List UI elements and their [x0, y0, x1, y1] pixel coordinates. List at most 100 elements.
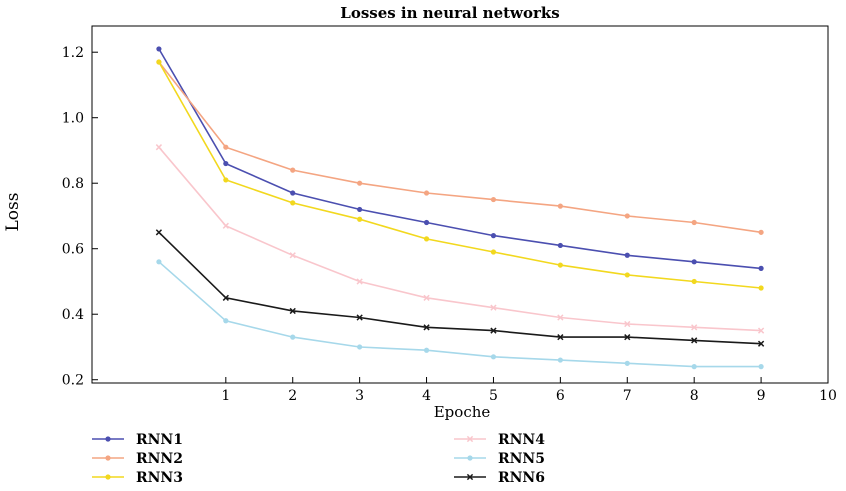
data-point [357, 206, 363, 213]
legend-label: RNN4 [498, 432, 545, 448]
data-point [557, 262, 563, 268]
x-tick-label: 8 [690, 388, 699, 404]
data-point [691, 324, 698, 331]
data-point [490, 249, 497, 255]
series-line-rnn5 [158, 261, 762, 368]
series-rnn6 [155, 229, 765, 347]
legend-label: RNN1 [136, 432, 183, 448]
data-point [557, 242, 563, 249]
data-point [356, 314, 363, 321]
data-point [289, 252, 296, 259]
data-point [357, 216, 363, 222]
y-tick-label: 0.4 [62, 307, 84, 323]
legend-item-rnn1: RNN1 [92, 432, 183, 448]
x-axis-label: Epoche [434, 403, 491, 421]
data-point [758, 285, 764, 291]
data-point [624, 360, 630, 366]
data-point [423, 324, 430, 331]
series-line-rnn1 [158, 48, 762, 270]
data-point [156, 59, 162, 65]
series-rnn5 [156, 259, 764, 370]
data-point [155, 144, 163, 151]
data-point [624, 213, 630, 219]
data-point [691, 278, 697, 285]
x-axis: 1 2 3 4 5 6 7 8 9 10 [221, 377, 837, 404]
series-line-rnn4 [158, 146, 762, 332]
x-tick-label: 7 [623, 388, 632, 404]
data-point [223, 160, 229, 167]
legend-swatch-marker [105, 455, 111, 461]
data-point [691, 219, 697, 226]
data-point [290, 167, 296, 173]
x-tick-label: 1 [221, 388, 230, 404]
y-tick-label: 0.6 [62, 242, 84, 258]
y-axis-label: Loss [3, 193, 23, 232]
data-point [490, 327, 497, 334]
legend-item-rnn3: RNN3 [92, 470, 183, 486]
y-tick-label: 1.0 [62, 111, 84, 127]
data-point [357, 180, 363, 186]
data-point [557, 314, 564, 321]
x-tick-label: 6 [556, 388, 565, 404]
data-point [289, 307, 296, 315]
data-point [557, 334, 564, 341]
y-tick-label: 1.2 [62, 45, 84, 61]
series-rnn1 [156, 46, 764, 271]
y-tick-label: 0.8 [62, 176, 84, 192]
legend-item-rnn6: RNN6 [454, 470, 545, 486]
x-tick-label: 5 [489, 388, 498, 404]
data-point [557, 203, 563, 209]
data-point [691, 259, 697, 265]
data-point [223, 144, 229, 150]
data-point [624, 334, 631, 341]
data-point [490, 304, 497, 311]
series-rnn2 [156, 59, 764, 235]
series-rnn4 [155, 144, 765, 334]
plot-area-frame [91, 25, 829, 384]
data-point [155, 229, 163, 236]
data-point [758, 364, 764, 370]
data-point [156, 46, 162, 52]
legend-swatch-marker [466, 473, 474, 481]
data-point [490, 233, 497, 239]
data-point [557, 357, 563, 363]
data-point [290, 200, 296, 206]
legend-label: RNN3 [136, 470, 183, 486]
legend-swatch-marker [467, 455, 473, 461]
x-tick-label: 3 [355, 388, 364, 404]
x-tick-label: 4 [422, 388, 431, 404]
data-point [290, 334, 296, 340]
y-axis: 0.2 0.4 0.6 0.8 1.0 1.2 [62, 45, 98, 389]
x-tick-label: 10 [819, 388, 837, 404]
data-point [156, 259, 162, 265]
series-line-rnn3 [158, 61, 762, 289]
legend-item-rnn5: RNN5 [454, 451, 545, 467]
data-point [222, 294, 229, 301]
legend-swatch-marker [105, 474, 111, 480]
legend-label: RNN2 [136, 451, 183, 467]
data-point [222, 222, 229, 229]
data-point [490, 354, 497, 360]
data-point [290, 190, 296, 196]
data-point [356, 278, 363, 285]
data-point [423, 190, 430, 196]
legend-label: RNN6 [498, 470, 545, 486]
data-point [624, 252, 630, 258]
legend-item-rnn2: RNN2 [92, 451, 183, 467]
series-rnn3 [156, 59, 764, 291]
data-point [223, 177, 229, 183]
legend-swatch-marker [105, 436, 111, 442]
x-tick-label: 2 [288, 388, 297, 404]
legend-label: RNN5 [498, 451, 545, 467]
data-point [423, 347, 430, 353]
data-point [757, 340, 765, 347]
legend-item-rnn4: RNN4 [454, 432, 545, 448]
data-point [758, 229, 764, 235]
y-tick-label: 0.2 [62, 373, 84, 389]
data-point [758, 265, 764, 271]
data-point [691, 337, 698, 344]
data-point [691, 364, 697, 370]
data-point [624, 272, 630, 278]
